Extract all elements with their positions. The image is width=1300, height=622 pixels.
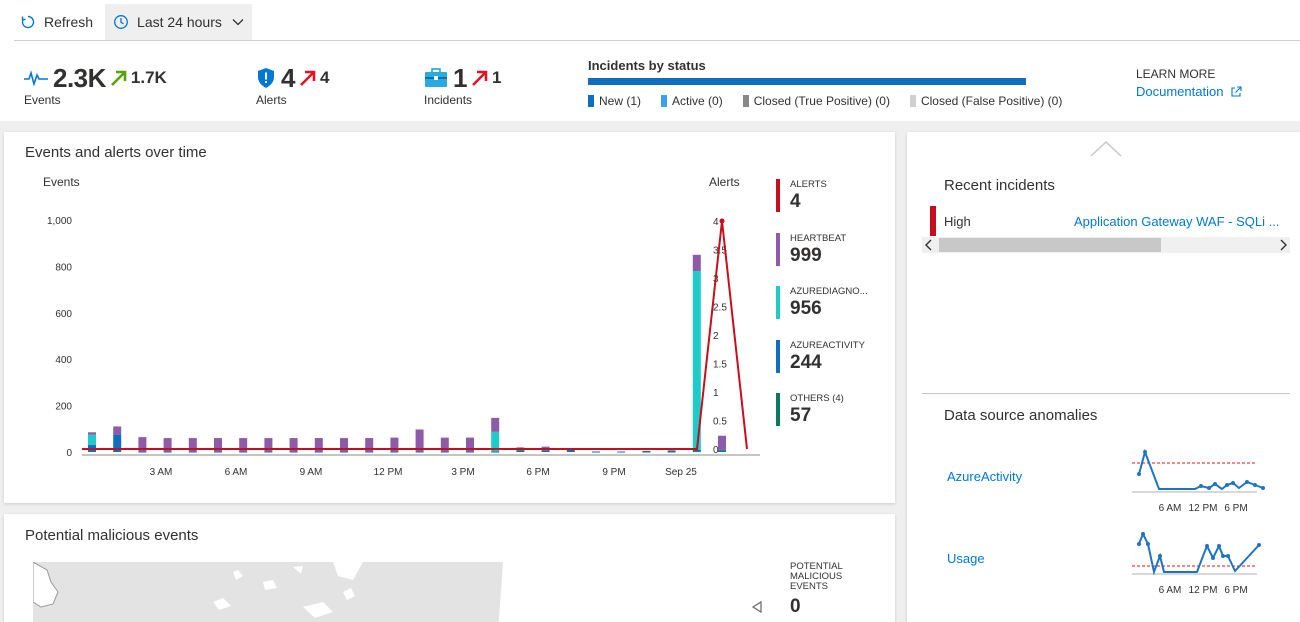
legend-value: 956 <box>790 298 822 319</box>
legend-swatch <box>661 95 668 107</box>
sparkline-tick: 12 PM <box>1189 585 1218 596</box>
events-label: Events <box>24 93 61 107</box>
alerts-count: 4 <box>281 62 295 93</box>
legend-color-bar <box>776 179 780 212</box>
sparkline-tick: 6 PM <box>1224 503 1247 514</box>
anomalies-title: Data source anomalies <box>944 407 1098 424</box>
incident-row[interactable]: High Application Gateway WAF - SQLi ... <box>930 206 1300 236</box>
legend-value: 244 <box>790 352 822 373</box>
chevron-down-icon <box>232 19 244 26</box>
events-count: 2.3K <box>53 62 106 93</box>
anomaly-link-azureactivity[interactable]: AzureActivity <box>947 469 1023 484</box>
shield-icon <box>258 68 274 88</box>
legend-name: ALERTS <box>790 179 827 190</box>
legend-swatch <box>588 95 594 107</box>
legend-swatch <box>909 95 916 107</box>
scroll-right-icon[interactable] <box>1277 237 1289 253</box>
sparkline-tick: 12 PM <box>1189 503 1218 514</box>
refresh-button[interactable]: Refresh <box>12 4 101 40</box>
legend-name: OTHERS (4) <box>790 393 844 404</box>
status-legend-active[interactable]: Active (0) <box>661 94 723 108</box>
legend-label: Closed (False Positive) (0) <box>920 94 1063 108</box>
learn-more-title: LEARN MORE <box>1136 67 1216 81</box>
legend-color-bar <box>776 233 780 266</box>
events-metric[interactable]: 2.3K 1.7K Events <box>24 63 167 107</box>
documentation-link[interactable]: Documentation <box>1136 84 1243 99</box>
toolbar: Refresh Last 24 hours <box>12 4 252 40</box>
incident-severity: High <box>944 213 971 229</box>
toolbar-divider <box>14 40 1300 41</box>
severity-bar <box>930 206 936 236</box>
right-panel: Recent incidents High Application Gatewa… <box>907 132 1300 622</box>
alerts-metric[interactable]: 4 4 Alerts <box>256 62 330 108</box>
alerts-delta: 4 <box>319 68 330 87</box>
malicious-legend-value: 0 <box>790 596 801 617</box>
usage-sparkline[interactable]: 6 AM 12 PM 6 PM <box>1127 526 1267 596</box>
recent-incidents-title: Recent incidents <box>944 177 1055 194</box>
panel-divider <box>922 393 1290 394</box>
events-chart-title: Events and alerts over time <box>25 144 207 161</box>
learn-more: LEARN MORE Documentation <box>1136 67 1243 99</box>
incidents-count: 1 <box>453 62 467 93</box>
horizontal-scrollbar[interactable] <box>922 237 1290 253</box>
legend-color-bar <box>776 340 780 373</box>
legend-label: Active (0) <box>672 94 723 108</box>
incidents-label: Incidents <box>424 93 473 107</box>
legend-color-bar <box>776 286 780 319</box>
collapse-chevron-icon[interactable] <box>1090 140 1122 158</box>
briefcase-icon <box>425 68 447 87</box>
documentation-link-label: Documentation <box>1136 84 1224 99</box>
sparkline-tick: 6 PM <box>1224 585 1247 596</box>
status-legend-closed-true[interactable]: Closed (True Positive) (0) <box>742 94 890 108</box>
incidents-delta: 1 <box>491 68 502 87</box>
malicious-title: Potential malicious events <box>25 527 199 544</box>
legend-label: New (1) <box>599 94 642 108</box>
status-bar[interactable] <box>588 78 1026 85</box>
legend-color-bar <box>776 393 780 426</box>
world-map[interactable] <box>33 562 773 622</box>
incident-title-link[interactable]: Application Gateway WAF - SQLi ... <box>1074 213 1280 229</box>
trend-up-icon <box>111 70 127 86</box>
anomaly-link-usage[interactable]: Usage <box>947 551 985 566</box>
events-alerts-card: Events and alerts over time <box>4 132 895 503</box>
azureactivity-sparkline[interactable]: 6 AM 12 PM 6 PM <box>1127 444 1267 514</box>
incidents-metric[interactable]: 1 1 Incidents <box>424 62 502 108</box>
trend-up-icon <box>472 70 488 86</box>
time-range-dropdown[interactable]: Last 24 hours <box>105 4 252 40</box>
sparkline-tick: 6 AM <box>1159 503 1182 514</box>
pulse-icon <box>24 70 48 86</box>
legend-value: 4 <box>790 191 801 212</box>
alerts-label: Alerts <box>256 93 287 107</box>
malicious-legend-name: POTENTIAL MALICIOUS EVENTS <box>790 561 843 592</box>
refresh-label: Refresh <box>44 14 94 30</box>
time-range-label: Last 24 hours <box>137 14 222 30</box>
trend-up-icon <box>300 70 316 86</box>
scrollbar-thumb[interactable] <box>939 238 1161 252</box>
status-title: Incidents by status <box>588 58 706 73</box>
legend-name: AZUREACTIVITY <box>790 340 865 351</box>
status-legend: New (1) Active (0) Closed (True Positive… <box>588 94 1082 108</box>
incidents-by-status: Incidents by status New (1) Active (0) C… <box>588 58 1082 108</box>
refresh-icon <box>21 15 35 29</box>
malicious-events-card: Potential malicious events POTENTIAL MAL… <box>4 514 895 622</box>
legend-swatch <box>742 95 749 107</box>
external-link-icon <box>1231 85 1243 97</box>
events-delta: 1.7K <box>130 68 167 87</box>
legend-name: AZUREDIAGNO... <box>790 286 868 297</box>
summary-bar: 2.3K 1.7K Events 4 4 Alerts 1 1 Incident… <box>0 41 1300 121</box>
legend-name: HEARTBEAT <box>790 233 847 244</box>
sparkline-tick: 6 AM <box>1159 585 1182 596</box>
scroll-left-icon[interactable] <box>923 237 935 253</box>
legend-value: 57 <box>790 405 812 426</box>
status-legend-new[interactable]: New (1) <box>588 94 641 108</box>
clock-icon <box>114 15 128 29</box>
legend-value: 999 <box>790 245 822 266</box>
status-legend-closed-false[interactable]: Closed (False Positive) (0) <box>909 94 1063 108</box>
legend-label: Closed (True Positive) (0) <box>753 94 890 108</box>
